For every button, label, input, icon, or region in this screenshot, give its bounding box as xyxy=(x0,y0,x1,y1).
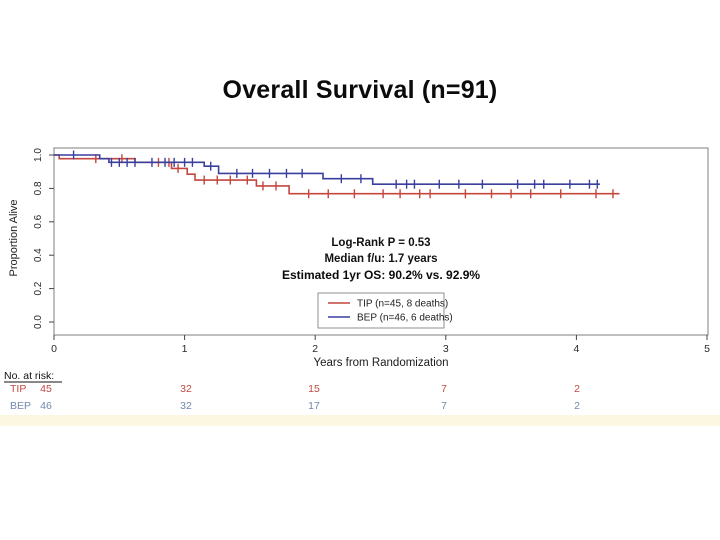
legend-entry-label: TIP (n=45, 8 deaths) xyxy=(357,299,448,310)
risk-row-label: TIP xyxy=(10,383,26,395)
risk-count: 7 xyxy=(441,383,447,395)
risk-row-label: BEP xyxy=(10,400,31,412)
legend-box xyxy=(317,292,445,329)
risk-count: 15 xyxy=(308,383,320,395)
x-tick-label: 4 xyxy=(573,343,579,355)
annotation-median-fu: Median f/u: 1.7 years xyxy=(324,253,437,265)
page-title: Overall Survival (n=91) xyxy=(222,76,498,104)
y-tick-label: 0.0 xyxy=(33,315,44,329)
annotation-logrank: Log-Rank P = 0.53 xyxy=(331,237,430,249)
risk-table-rows: TIP 45 32 15 7 2 BEP 46 32 17 7 2 xyxy=(10,383,580,412)
x-tick-label: 5 xyxy=(704,343,710,355)
x-axis: 0 1 2 3 4 5 xyxy=(51,335,710,355)
y-axis-label: Proportion Alive xyxy=(8,199,20,276)
tip-curve xyxy=(54,154,620,195)
y-tick-label: 0.6 xyxy=(33,214,44,228)
y-tick-label: 0.8 xyxy=(33,181,44,195)
plot-image-bottom-band xyxy=(0,415,720,426)
risk-count: 45 xyxy=(40,383,52,395)
legend-entry-label: BEP (n=46, 6 deaths) xyxy=(357,313,453,324)
risk-count: 7 xyxy=(441,400,447,412)
y-axis: 0.0 0.2 0.4 0.6 0.8 1.0 xyxy=(33,148,54,329)
risk-count: 32 xyxy=(180,400,192,412)
y-tick-label: 1.0 xyxy=(33,148,44,162)
risk-table-header: No. at risk: xyxy=(4,370,54,382)
survival-curves xyxy=(54,150,620,199)
x-tick-label: 1 xyxy=(182,343,188,355)
risk-count: 2 xyxy=(574,400,580,412)
risk-count: 46 xyxy=(40,400,52,412)
risk-count: 2 xyxy=(574,383,580,395)
risk-count: 32 xyxy=(180,383,192,395)
x-tick-label: 3 xyxy=(443,343,449,355)
x-axis-label: Years from Randomization xyxy=(313,357,448,369)
risk-count: 17 xyxy=(308,400,320,412)
y-tick-label: 0.2 xyxy=(33,281,44,295)
y-tick-label: 0.4 xyxy=(33,248,44,262)
x-tick-label: 2 xyxy=(312,343,318,355)
x-tick-label: 0 xyxy=(51,343,57,355)
annotation-1yr-os: Estimated 1yr OS: 90.2% vs. 92.9% xyxy=(282,268,480,282)
legend-items: TIP (n=45, 8 deaths) BEP (n=46, 6 deaths) xyxy=(328,299,453,324)
